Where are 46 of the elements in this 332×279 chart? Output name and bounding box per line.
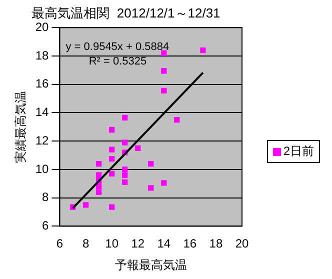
point <box>161 180 167 186</box>
point <box>122 140 128 146</box>
x-axis-title: 予報最高気温 <box>114 258 187 272</box>
point <box>122 179 128 186</box>
point <box>108 146 115 152</box>
x-tick-label: 6 <box>56 236 64 251</box>
point <box>122 172 128 178</box>
point <box>200 47 206 54</box>
point <box>148 185 154 191</box>
x-tick-label: 18 <box>209 236 223 251</box>
annotation: y = 0.9545x + 0.5884 <box>66 40 170 53</box>
annotation: R² = 0.5325 <box>88 56 147 68</box>
point <box>161 68 167 74</box>
x-tick-label: 10 <box>105 236 119 251</box>
x-tick-label: 20 <box>235 236 249 251</box>
y-tick-label: 12 <box>35 133 50 148</box>
point <box>82 202 89 208</box>
point <box>108 170 115 177</box>
x-tick-label: 16 <box>183 236 197 251</box>
point <box>148 160 154 167</box>
x-tick-label: 12 <box>131 236 145 251</box>
x-tick-label: 8 <box>82 236 90 251</box>
point <box>122 114 128 121</box>
y-tick-label: 20 <box>35 20 50 34</box>
x-tick-label: 14 <box>157 236 171 251</box>
y-axis-title: 実績最高気温 <box>14 90 28 163</box>
y-tick-label: 8 <box>42 190 50 204</box>
y-tick-label: 6 <box>42 218 50 233</box>
point <box>122 166 128 172</box>
point <box>96 160 102 167</box>
point <box>161 50 167 56</box>
legend-label: 2日前 <box>283 143 314 160</box>
point <box>135 145 141 152</box>
point <box>174 116 180 123</box>
point <box>108 204 115 210</box>
point <box>96 184 102 190</box>
y-tick-label: 14 <box>35 105 50 120</box>
point <box>108 126 115 133</box>
y-tick-label: 10 <box>35 162 50 176</box>
point <box>161 88 167 94</box>
point <box>108 156 115 162</box>
point <box>96 172 102 178</box>
y-tick-label: 16 <box>35 76 50 91</box>
point <box>96 189 102 195</box>
y-tick-label: 18 <box>35 48 50 62</box>
chart-title: 最高気温相関 2012/12/1～12/31 <box>32 5 220 20</box>
